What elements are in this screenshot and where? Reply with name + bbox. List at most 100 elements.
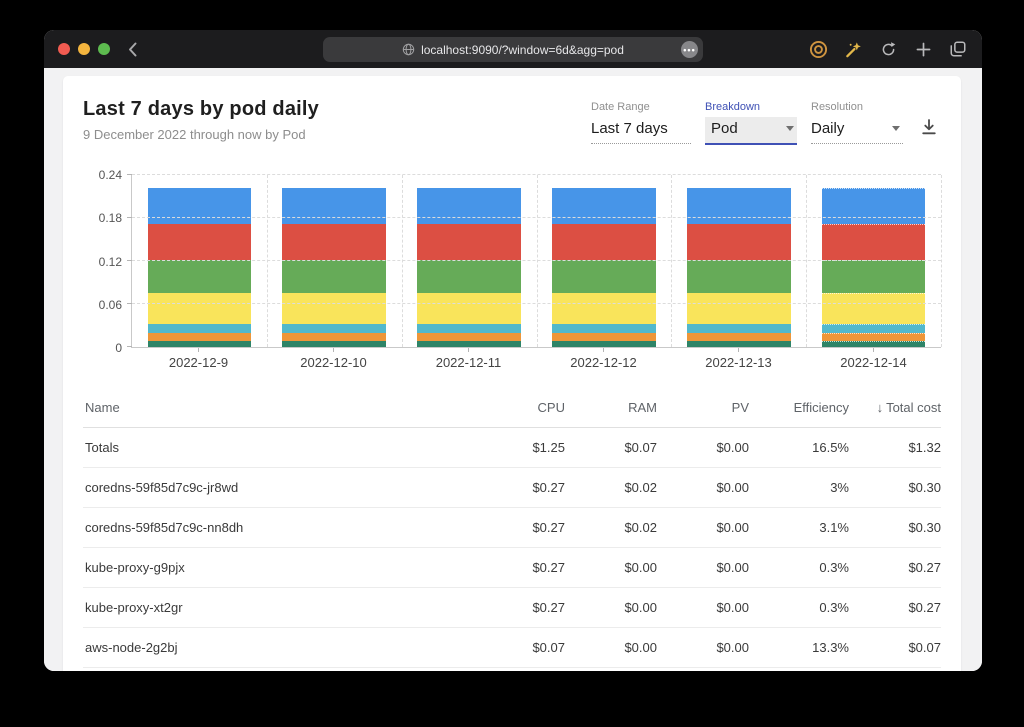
extension-wand-icon[interactable] (843, 39, 863, 59)
cell-name: Totals (85, 440, 119, 455)
table-row[interactable]: kube-proxy-g9pjx $0.27 $0.00 $0.00 0.3% $0.27 (83, 548, 941, 588)
table-row[interactable]: coredns-59f85d7c9c-jr8wd $0.27 $0.02 $0.00 3… (83, 468, 941, 508)
breakdown-select[interactable]: Breakdown Pod (705, 101, 797, 145)
table-header-row: Name CPU RAM PV Efficiency ↓ Total cost (83, 388, 941, 428)
column-header-pv[interactable]: PV (731, 400, 749, 415)
bar-segment-green[interactable] (147, 260, 252, 294)
cell-name: kube-proxy-xt2gr (85, 600, 183, 615)
bar-segment-red[interactable] (686, 223, 791, 261)
minimize-window-button[interactable] (78, 43, 90, 55)
x-tick-mark (198, 348, 199, 352)
bar-segment-yellow[interactable] (686, 293, 791, 325)
bar-segment-green[interactable] (551, 260, 656, 294)
bar-segment-teal[interactable] (821, 341, 926, 347)
bar-segment-teal[interactable] (551, 341, 656, 347)
close-window-button[interactable] (58, 43, 70, 55)
stacked-bar-2022-12-9[interactable] (147, 175, 252, 347)
x-gridline (671, 175, 673, 347)
column-header-total-cost[interactable]: ↓ Total cost (876, 400, 941, 415)
chevron-down-icon (786, 126, 794, 131)
bar-segment-cyan[interactable] (821, 324, 926, 333)
bar-segment-blue[interactable] (821, 187, 926, 224)
x-tick-mark (603, 348, 604, 352)
bar-segment-teal[interactable] (147, 341, 252, 347)
bar-segment-red[interactable] (147, 223, 252, 261)
table-row[interactable]: aws-node-2g2bj $0.07 $0.00 $0.00 13.3% $0.07 (83, 628, 941, 668)
cell-total: $0.07 (908, 640, 941, 655)
bar-segment-red[interactable] (821, 223, 926, 261)
stacked-bar-2022-12-11[interactable] (417, 175, 521, 347)
table-row[interactable]: kube-proxy-xt2gr $0.27 $0.00 $0.00 0.3% $0.27 (83, 588, 941, 628)
bar-segment-blue[interactable] (551, 187, 656, 224)
bar-segment-green[interactable] (686, 260, 791, 294)
reload-icon[interactable] (878, 39, 898, 59)
bar-segment-cyan[interactable] (551, 324, 656, 333)
bar-segment-cyan[interactable] (686, 324, 791, 333)
bar-segment-orange[interactable] (417, 332, 521, 342)
stacked-bar-2022-12-12[interactable] (551, 175, 656, 347)
x-axis: 2022-12-9 2022-12-10 2022-12-11 2022-12-12 2… (131, 348, 941, 370)
page-options-icon[interactable]: ••• (681, 41, 698, 58)
x-axis-label: 2022-12-13 (671, 348, 806, 370)
bar-segment-orange[interactable] (147, 332, 252, 342)
date-range-select[interactable]: Date Range Last 7 days (591, 101, 691, 144)
y-gridline (132, 174, 941, 175)
address-bar[interactable]: localhost:9090/?window=6d&agg=pod ••• (323, 37, 703, 62)
bar-segment-cyan[interactable] (282, 324, 387, 333)
bar-segment-teal[interactable] (417, 341, 521, 347)
cell-ram: $0.00 (624, 640, 657, 655)
cell-ram: $0.00 (624, 600, 657, 615)
breakdown-label: Breakdown (705, 101, 761, 113)
bar-segment-blue[interactable] (147, 187, 252, 224)
y-tick-mark (127, 260, 132, 261)
column-header-efficiency[interactable]: Efficiency (793, 400, 849, 415)
y-tick-mark (127, 346, 132, 347)
bar-segment-red[interactable] (551, 223, 656, 261)
download-csv-button[interactable] (917, 117, 941, 137)
bar-slot (536, 175, 671, 347)
back-button[interactable] (128, 42, 137, 57)
resolution-select[interactable]: Resolution Daily (811, 101, 903, 144)
table-body: Totals $1.25 $0.07 $0.00 16.5% $1.32 coredns-5… (83, 428, 941, 668)
bar-segment-green[interactable] (282, 260, 387, 294)
x-gridline (266, 175, 268, 347)
zoom-window-button[interactable] (98, 43, 110, 55)
new-tab-icon[interactable] (913, 39, 933, 59)
bar-segment-blue[interactable] (417, 187, 521, 224)
bar-segment-yellow[interactable] (821, 293, 926, 325)
bar-segment-yellow[interactable] (551, 293, 656, 325)
bar-segment-red[interactable] (417, 223, 521, 261)
bar-segment-yellow[interactable] (417, 293, 521, 325)
extension-badge-icon[interactable] (808, 39, 828, 59)
bar-segment-orange[interactable] (821, 332, 926, 342)
bar-segment-green[interactable] (821, 260, 926, 294)
bar-segment-teal[interactable] (686, 341, 791, 347)
bar-segment-cyan[interactable] (417, 324, 521, 333)
bar-segment-red[interactable] (282, 223, 387, 261)
bar-segment-yellow[interactable] (147, 293, 252, 325)
cell-ram: $0.00 (624, 560, 657, 575)
tab-overview-icon[interactable] (948, 39, 968, 59)
column-header-cpu[interactable]: CPU (537, 400, 565, 415)
page-viewport: Last 7 days by pod daily 9 December 2022… (44, 68, 982, 671)
report-titles: Last 7 days by pod daily 9 December 2022… (83, 98, 319, 142)
stacked-bar-2022-12-10[interactable] (282, 175, 387, 347)
bar-segment-teal[interactable] (282, 341, 387, 347)
table-row[interactable]: coredns-59f85d7c9c-nn8dh $0.27 $0.02 $0.00 3… (83, 508, 941, 548)
column-header-name[interactable]: Name (85, 400, 120, 415)
table-row[interactable]: Totals $1.25 $0.07 $0.00 16.5% $1.32 (83, 428, 941, 468)
cell-pv: $0.00 (716, 440, 749, 455)
bar-segment-blue[interactable] (282, 187, 387, 224)
bar-segment-yellow[interactable] (282, 293, 387, 325)
bar-segment-green[interactable] (417, 260, 521, 294)
stacked-bar-2022-12-13[interactable] (686, 175, 791, 347)
bar-segment-orange[interactable] (686, 332, 791, 342)
column-header-ram[interactable]: RAM (628, 400, 657, 415)
bar-segment-blue[interactable] (686, 187, 791, 224)
bar-segment-orange[interactable] (551, 332, 656, 342)
bar-segment-cyan[interactable] (147, 324, 252, 333)
x-axis-label: 2022-12-9 (131, 348, 266, 370)
stacked-bar-2022-12-14[interactable] (821, 175, 926, 347)
plot-column: 2022-12-9 2022-12-10 2022-12-11 2022-12-12 2… (127, 174, 942, 370)
bar-segment-orange[interactable] (282, 332, 387, 342)
